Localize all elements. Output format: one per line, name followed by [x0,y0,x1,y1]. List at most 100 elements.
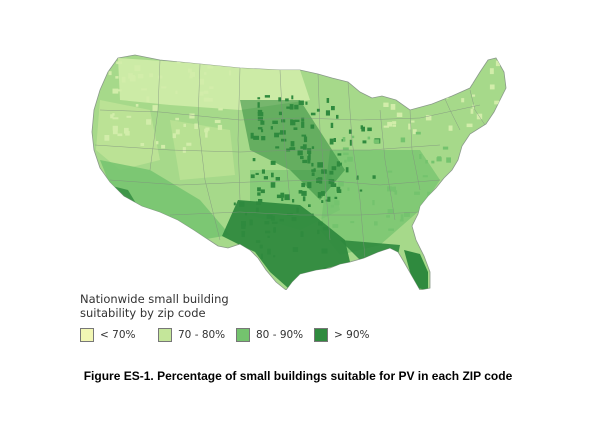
zip-patch [433,72,437,79]
zip-patch [348,129,352,134]
zip-patch [157,75,163,79]
zip-patch [330,183,337,187]
zip-patch [350,221,355,224]
zip-patch [351,135,355,139]
zip-patch [260,253,263,259]
zip-patch [112,117,119,120]
zip-patch [281,119,286,123]
zip-patch [387,170,393,173]
zip-patch [431,160,435,164]
zip-patch [189,75,193,79]
zip-patch [134,65,141,72]
zip-patch [320,191,325,196]
zip-patch [175,117,179,121]
legend-label-80-90: 80 - 90% [256,329,304,341]
zip-patch [403,83,407,87]
zip-patch [265,230,271,234]
zip-patch [328,179,335,184]
zip-patch [131,75,135,78]
zip-patch [135,104,139,107]
zip-patch [470,108,474,114]
zip-patch [272,120,278,124]
zip-patch [387,121,392,127]
zip-patch [399,219,404,222]
zip-patch [270,160,276,165]
zip-patch [115,76,119,79]
zip-patch [209,86,214,89]
zip-patch [310,124,315,129]
zip-patch [462,68,466,72]
region-light-mountain [170,120,235,180]
zip-patch [292,199,295,203]
legend-title: Nationwide small building suitability by… [80,292,280,320]
figure-caption: Figure ES-1. Percentage of small buildin… [83,369,513,383]
zip-patch [337,153,342,156]
zip-patch [203,97,210,102]
zip-patch [112,88,119,94]
zip-patch [301,190,307,196]
zip-patch [273,227,276,233]
zip-patch [112,130,118,135]
zip-patch [298,190,303,194]
zip-patch [146,119,151,125]
zip-patch [367,127,372,132]
zip-patch [116,61,123,65]
zip-patch [294,104,299,110]
zip-patch [311,169,316,172]
legend-label-70-80: 70 - 80% [178,329,226,341]
legend-swatch-80-90 [236,328,250,342]
zip-patch [362,140,367,144]
zip-patch [289,147,296,151]
zip-patch [188,68,192,73]
legend-title-line2: suitability by zip code [80,306,206,320]
us-map [91,54,507,290]
zip-patch [383,125,389,128]
zip-patch [117,133,123,137]
zip-patch [318,221,323,226]
zip-patch [459,65,463,71]
zip-patch [270,182,276,188]
zip-patch [308,153,311,157]
zip-patch [372,200,375,206]
zip-patch [325,199,329,202]
zip-patch [331,106,335,111]
zip-patch [281,138,287,142]
zip-patch [124,127,129,134]
zip-patch [241,221,246,227]
zip-patch [325,110,330,116]
zip-patch [435,208,440,212]
zip-patch [394,190,398,195]
zip-patch [291,95,294,100]
zip-patch [204,128,209,133]
state-boundaries [94,59,486,259]
zip-patch [149,73,154,78]
zip-patch [244,212,248,216]
zip-patch [307,148,312,154]
zip-patch [392,61,396,67]
zip-patch [261,136,266,141]
zip-patch [255,172,259,175]
zip-patch [241,234,245,238]
zip-patch [207,66,214,69]
zip-patch [280,130,286,135]
zip-patch [293,127,298,130]
region-light-north [118,58,310,110]
zip-patch [321,248,328,254]
legend-title-line1: Nationwide small building [80,292,229,306]
zip-patch [121,76,126,83]
zip-patch [392,124,396,127]
zip-patch [256,201,262,205]
zip-patch [392,121,397,125]
zip-patch [172,133,176,139]
zip-patch [372,175,376,179]
zip-patch [317,162,323,168]
zip-patch [301,117,305,122]
zip-patch [261,169,265,174]
zip-patch [175,129,180,135]
zip-patch [270,126,273,130]
zip-patch [407,89,411,93]
zip-patch [264,95,270,98]
zip-patch [258,199,263,203]
zip-patch [326,98,330,103]
zip-patch [472,94,476,97]
